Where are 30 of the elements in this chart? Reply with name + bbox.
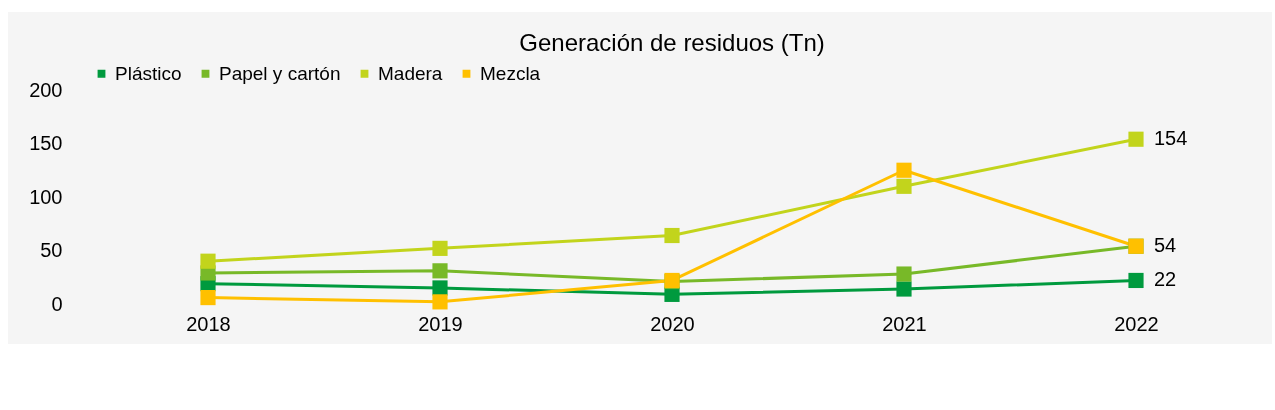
y-tick-label: 50 <box>40 239 63 261</box>
y-tick-label: 200 <box>29 78 63 101</box>
point <box>1128 272 1144 289</box>
point <box>200 253 216 269</box>
point <box>896 266 912 282</box>
point <box>896 281 912 297</box>
point <box>432 294 448 310</box>
x-tick-label: 2022 <box>1114 312 1159 335</box>
x-tick-label: 2021 <box>882 312 927 335</box>
x-tick-label: 2018 <box>186 312 231 335</box>
point <box>432 263 448 279</box>
y-tick-label: 150 <box>29 132 63 154</box>
y-tick-label: 0 <box>51 292 63 315</box>
point <box>896 178 912 194</box>
data-label: 22 <box>1154 268 1177 291</box>
y-tick-label: 100 <box>29 185 63 208</box>
point <box>200 290 216 306</box>
data-label: 54 <box>1154 234 1177 257</box>
legend-label: Madera <box>378 62 443 84</box>
legend-label: Papel y cartón <box>219 62 341 84</box>
legend-label: Mezcla <box>480 62 541 84</box>
x-tick-label: 2020 <box>650 312 695 335</box>
point <box>1128 131 1144 147</box>
point <box>896 162 912 178</box>
chart-title: Generación de residuos (Tn) <box>519 29 825 56</box>
point <box>664 227 680 244</box>
x-tick-label: 2019 <box>418 312 463 335</box>
point <box>432 240 448 256</box>
data-label: 154 <box>1154 127 1188 150</box>
legend-label: Plástico <box>115 62 182 84</box>
